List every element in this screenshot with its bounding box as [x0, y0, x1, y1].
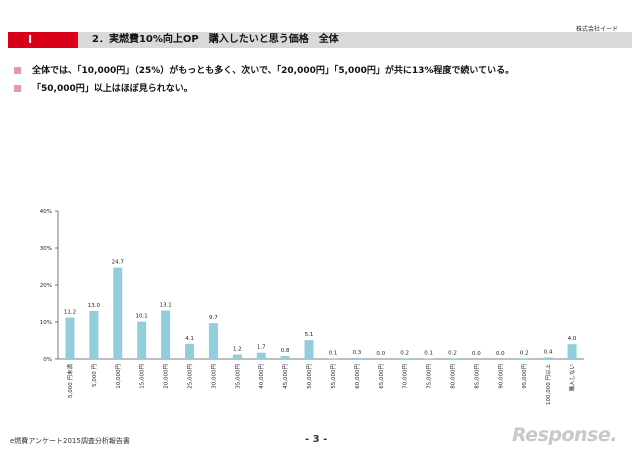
x-tick-label: 30,000円 — [210, 364, 217, 389]
title-bar: Ⅰ 2．実燃費10%向上OP 購入したいと思う価格 全体 — [8, 32, 632, 48]
x-tick-label: 5,000 円 — [91, 364, 98, 387]
bar — [89, 310, 99, 359]
bar — [232, 354, 242, 359]
x-tick-label: 15,000円 — [139, 364, 146, 389]
data-label: 13.1 — [159, 303, 171, 309]
bar — [448, 358, 457, 359]
y-tick-label: 10% — [40, 320, 52, 326]
data-label: 0.0 — [496, 351, 505, 357]
y-tick-label: 0% — [43, 357, 52, 363]
x-tick-label: 75,000円 — [426, 364, 433, 389]
data-label: 1.2 — [233, 347, 242, 353]
bar — [304, 340, 314, 359]
section-mark: Ⅰ — [8, 32, 78, 48]
x-tick-label: 65,000円 — [378, 364, 385, 389]
x-tick-label: 90,000円 — [497, 364, 504, 389]
data-label: 24.7 — [112, 260, 125, 266]
x-tick-label: 5,000 円未満 — [66, 364, 74, 398]
data-label: 0.0 — [376, 351, 385, 357]
bar — [113, 267, 123, 359]
bullet-square-icon — [14, 85, 21, 92]
x-tick-label: 100,000 円以上 — [544, 364, 552, 405]
company-name: 株式会社イード — [575, 26, 618, 33]
data-label: 0.2 — [448, 350, 457, 356]
bar — [161, 310, 171, 359]
x-tick-label: 35,000円 — [234, 364, 241, 389]
bar — [256, 352, 266, 359]
data-label: 0.2 — [520, 350, 529, 356]
bullet-1-text: 全体では、「10,000円」（25%）がもっとも多く、次いで、「20,000円」… — [32, 66, 515, 76]
data-label: 11.2 — [64, 310, 76, 316]
data-label: 0.0 — [472, 351, 481, 357]
bar — [400, 358, 410, 359]
bullet-1: 全体では、「10,000円」（25%）がもっとも多く、次いで、「20,000円」… — [14, 63, 514, 76]
data-label: 0.1 — [424, 350, 433, 356]
x-tick-label: 25,000円 — [187, 364, 194, 389]
footer-report-name: e燃費アンケート2015調査分析報告書 — [10, 437, 130, 445]
x-tick-label: 10,000円 — [115, 364, 122, 389]
data-label: 0.1 — [329, 350, 338, 356]
bullet-2-text: 「50,000円」以上はほぼ見られない。 — [32, 84, 193, 94]
bar — [65, 317, 75, 359]
bullet-square-icon — [14, 67, 21, 74]
bar — [519, 358, 529, 359]
data-label: 0.2 — [400, 350, 409, 356]
bar — [352, 357, 362, 359]
y-tick-label: 20% — [40, 283, 52, 289]
page-title: 2．実燃費10%向上OP 購入したいと思う価格 全体 — [92, 34, 339, 45]
x-tick-label: 60,000円 — [354, 364, 361, 389]
x-tick-label: 購入しない — [568, 364, 576, 392]
page-number: - 3 - — [305, 434, 328, 445]
bar — [208, 323, 218, 359]
data-label: 0.3 — [352, 350, 361, 356]
bar — [328, 358, 338, 359]
bar — [424, 358, 434, 359]
x-tick-label: 20,000円 — [163, 364, 170, 389]
data-label: 1.7 — [257, 345, 266, 351]
response-logo: Response. — [512, 424, 617, 446]
x-tick-label: 45,000円 — [282, 364, 289, 389]
x-tick-label: 85,000円 — [473, 364, 480, 389]
data-label: 13.0 — [88, 303, 101, 309]
data-label: 5.1 — [305, 332, 314, 338]
x-tick-label: 95,000円 — [521, 364, 528, 389]
data-label: 0.8 — [281, 348, 290, 354]
bar — [567, 344, 577, 359]
x-tick-label: 55,000円 — [330, 364, 337, 389]
bar — [137, 321, 147, 359]
data-label: 4.1 — [185, 336, 194, 342]
y-tick-label: 30% — [40, 246, 52, 252]
x-tick-label: 50,000円 — [306, 364, 313, 389]
data-label: 9.7 — [209, 315, 218, 321]
bullet-2: 「50,000円」以上はほぼ見られない。 — [14, 81, 193, 94]
bar — [280, 356, 290, 359]
x-tick-label: 40,000円 — [258, 364, 265, 389]
data-label: 10.1 — [136, 314, 148, 320]
x-tick-label: 80,000円 — [450, 364, 457, 389]
bar — [185, 343, 194, 359]
data-label: 0.4 — [544, 350, 553, 356]
x-tick-label: 70,000円 — [402, 364, 409, 389]
y-tick-label: 40% — [40, 209, 52, 215]
data-label: 4.0 — [568, 336, 577, 342]
bar — [543, 357, 553, 359]
